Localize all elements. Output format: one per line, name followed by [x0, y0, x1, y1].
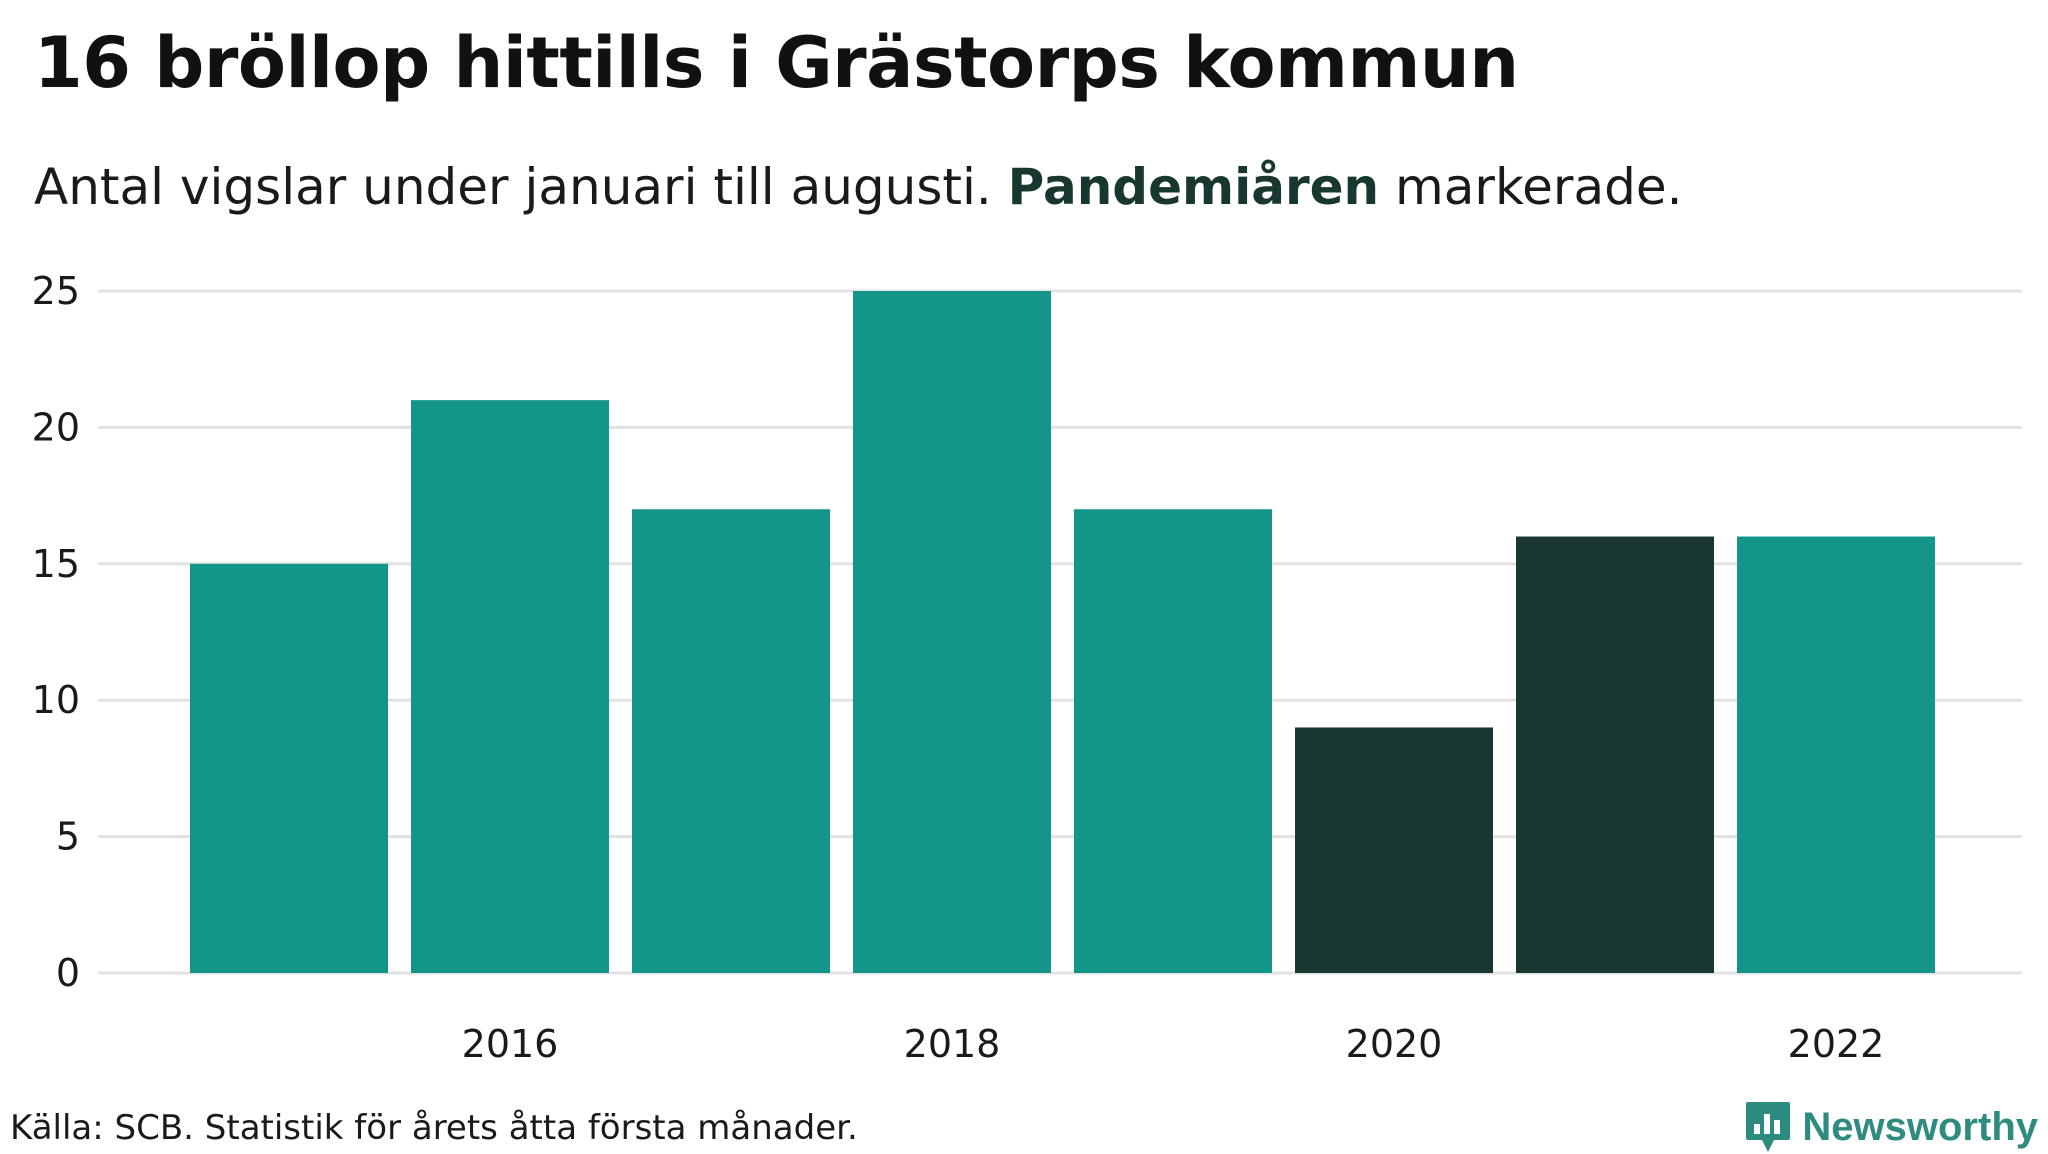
bar-2021	[1516, 536, 1714, 973]
chart-bubble-icon	[1746, 1102, 1791, 1152]
x-tick-label: 2020	[1346, 1022, 1443, 1066]
y-tick-label: 15	[32, 542, 80, 586]
bar-2019	[1074, 509, 1272, 973]
newsworthy-logo: Newsworthy	[1744, 1100, 2038, 1154]
bar-2020	[1295, 727, 1493, 973]
chart-subtitle: Antal vigslar under januari till augusti…	[34, 158, 1682, 216]
chart-title: 16 bröllop hittills i Grästorps kommun	[34, 22, 1519, 104]
x-axis-ticks: 2016 2018 2020 2022	[462, 1022, 1885, 1066]
y-tick-label: 25	[32, 269, 80, 313]
y-tick-label: 20	[32, 405, 80, 449]
source-note: Källa: SCB. Statistik för årets åtta för…	[10, 1108, 858, 1148]
y-tick-label: 5	[56, 815, 80, 859]
y-axis-ticks: 0 5 10 15 20 25	[32, 269, 80, 995]
x-tick-label: 2022	[1788, 1022, 1885, 1066]
subtitle-text-end: markerade.	[1379, 158, 1683, 216]
bar-2016	[411, 400, 609, 973]
y-tick-label: 10	[32, 678, 80, 722]
subtitle-highlight: Pandemiåren	[1007, 158, 1380, 216]
bar-2022	[1737, 536, 1935, 973]
brand-name: Newsworthy	[1802, 1104, 2038, 1149]
x-tick-label: 2018	[904, 1022, 1001, 1066]
subtitle-text: Antal vigslar under januari till augusti…	[34, 158, 1008, 216]
bars	[190, 291, 1935, 973]
bar-2015	[190, 563, 388, 973]
y-tick-label: 0	[56, 951, 80, 995]
x-tick-label: 2016	[462, 1022, 559, 1066]
bar-2018	[853, 291, 1051, 973]
bar-2017	[632, 509, 830, 973]
